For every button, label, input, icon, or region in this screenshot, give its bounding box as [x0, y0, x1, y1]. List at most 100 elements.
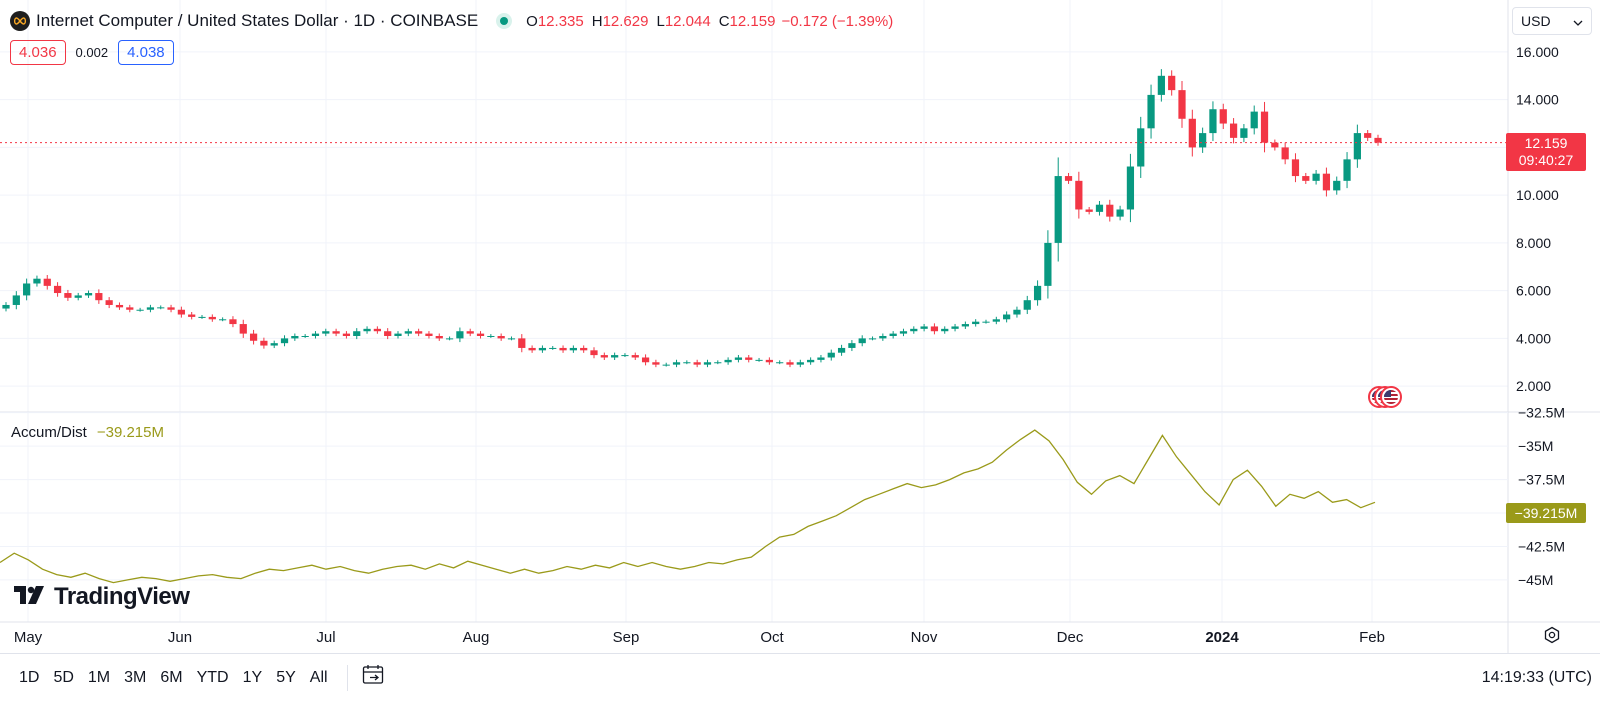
candle-body: [456, 331, 464, 339]
candle-body: [724, 359, 732, 363]
candle-body: [415, 331, 423, 334]
range-1y-button[interactable]: 1Y: [242, 668, 263, 686]
candle-body: [941, 328, 949, 332]
candle-body: [167, 307, 175, 310]
candle-body: [549, 347, 557, 349]
price-tick-label: 2.000: [1516, 378, 1551, 394]
candle-body: [373, 328, 381, 332]
candle-body: [115, 304, 124, 308]
candle-body: [1219, 109, 1227, 124]
settings-gear-icon[interactable]: [1543, 626, 1561, 649]
range-ytd-button[interactable]: YTD: [196, 668, 229, 686]
candle-body: [1064, 176, 1073, 181]
candle-body: [260, 340, 268, 346]
candle-body: [177, 309, 185, 315]
candle-body: [1229, 123, 1238, 138]
ad-tick-label: −45M: [1518, 572, 1553, 588]
candle-body: [1054, 176, 1062, 243]
candle-body: [611, 355, 619, 358]
bid-button[interactable]: 4.036: [10, 40, 66, 65]
candle-body: [848, 343, 856, 348]
candle-body: [518, 338, 526, 348]
candle-body: [332, 331, 340, 334]
range-all-button[interactable]: All: [309, 668, 328, 686]
currency-select[interactable]: USD: [1512, 7, 1592, 35]
range-6m-button[interactable]: 6M: [160, 668, 183, 686]
candle-body: [291, 336, 299, 339]
symbol-title[interactable]: Internet Computer / United States Dollar…: [36, 11, 479, 30]
open-value: 12.335: [537, 12, 584, 30]
range-3m-button[interactable]: 3M: [124, 668, 147, 686]
candle-body: [776, 362, 784, 364]
tradingview-wordmark: TradingView: [54, 583, 190, 610]
utc-clock[interactable]: 14:19:33 (UTC): [1481, 668, 1592, 686]
calendar-goto-icon[interactable]: [362, 664, 386, 691]
candle-body: [972, 321, 980, 325]
candle-body: [188, 314, 196, 317]
toolbar-divider: [346, 664, 348, 691]
us-flag-event-icon[interactable]: [1380, 386, 1402, 408]
candle-body: [394, 333, 402, 336]
ad-tick-label: −32.5M: [1518, 405, 1565, 421]
candle-body: [827, 352, 835, 358]
candle-body: [1260, 111, 1269, 143]
indicator-legend[interactable]: Accum/Dist −39.215M: [11, 424, 164, 441]
range-1d-button[interactable]: 1D: [19, 668, 40, 686]
range-1m-button[interactable]: 1M: [87, 668, 111, 686]
candle-body: [672, 362, 681, 365]
candle-body: [53, 285, 62, 294]
candle-body: [1178, 90, 1186, 119]
candle-body: [693, 362, 701, 365]
candle-body: [528, 347, 536, 351]
candle-body: [1250, 111, 1258, 129]
tradingview-mark-icon: [14, 584, 48, 610]
candle-body: [12, 295, 20, 305]
candle-body: [146, 307, 155, 310]
range-5d-button[interactable]: 5D: [53, 668, 74, 686]
range-5y-button[interactable]: 5Y: [276, 668, 296, 686]
candle-body: [1126, 166, 1135, 210]
ad-tick-label: −42.5M: [1518, 538, 1565, 554]
ask-button[interactable]: 4.038: [118, 40, 174, 65]
bar-countdown: 09:40:27: [1518, 152, 1574, 168]
ad-last-value-label: −39.215M: [1506, 503, 1586, 523]
low-key: L: [656, 12, 665, 30]
candle-body: [487, 336, 495, 337]
candle-body: [817, 357, 825, 360]
x-tick-label: Sep: [613, 629, 640, 646]
candle-body: [745, 357, 753, 360]
candle-body: [363, 328, 371, 332]
candle-body: [270, 343, 278, 346]
low-value: 12.044: [664, 12, 711, 30]
candle-body: [1374, 137, 1382, 143]
candle-body: [1137, 128, 1145, 167]
candle-body: [910, 328, 918, 332]
tradingview-logo[interactable]: TradingView: [14, 583, 190, 611]
candle-body: [497, 336, 505, 339]
candle-body: [1095, 204, 1104, 212]
high-value: 12.629: [602, 12, 649, 30]
candle-body: [765, 359, 773, 363]
x-tick-label: Feb: [1359, 629, 1385, 646]
candle-body: [280, 338, 289, 344]
indicator-value: −39.215M: [96, 424, 164, 441]
candle-body: [1003, 314, 1011, 320]
x-tick-label: 2024: [1205, 629, 1239, 646]
candle-body: [755, 359, 763, 361]
candle-body: [249, 333, 258, 341]
candle-body: [1188, 118, 1196, 148]
x-tick-label: Jun: [168, 629, 192, 646]
high-key: H: [591, 12, 603, 30]
candle-body: [1075, 180, 1083, 210]
candle-body: [652, 362, 660, 365]
candle-body: [1364, 133, 1372, 138]
candle-body: [992, 319, 1000, 322]
candle-body: [879, 336, 887, 339]
candle-body: [1168, 75, 1176, 91]
candle-body: [157, 307, 165, 309]
candle-body: [1302, 176, 1310, 181]
candle-body: [837, 347, 846, 353]
candle-body: [714, 362, 722, 364]
candle-body: [126, 307, 134, 310]
